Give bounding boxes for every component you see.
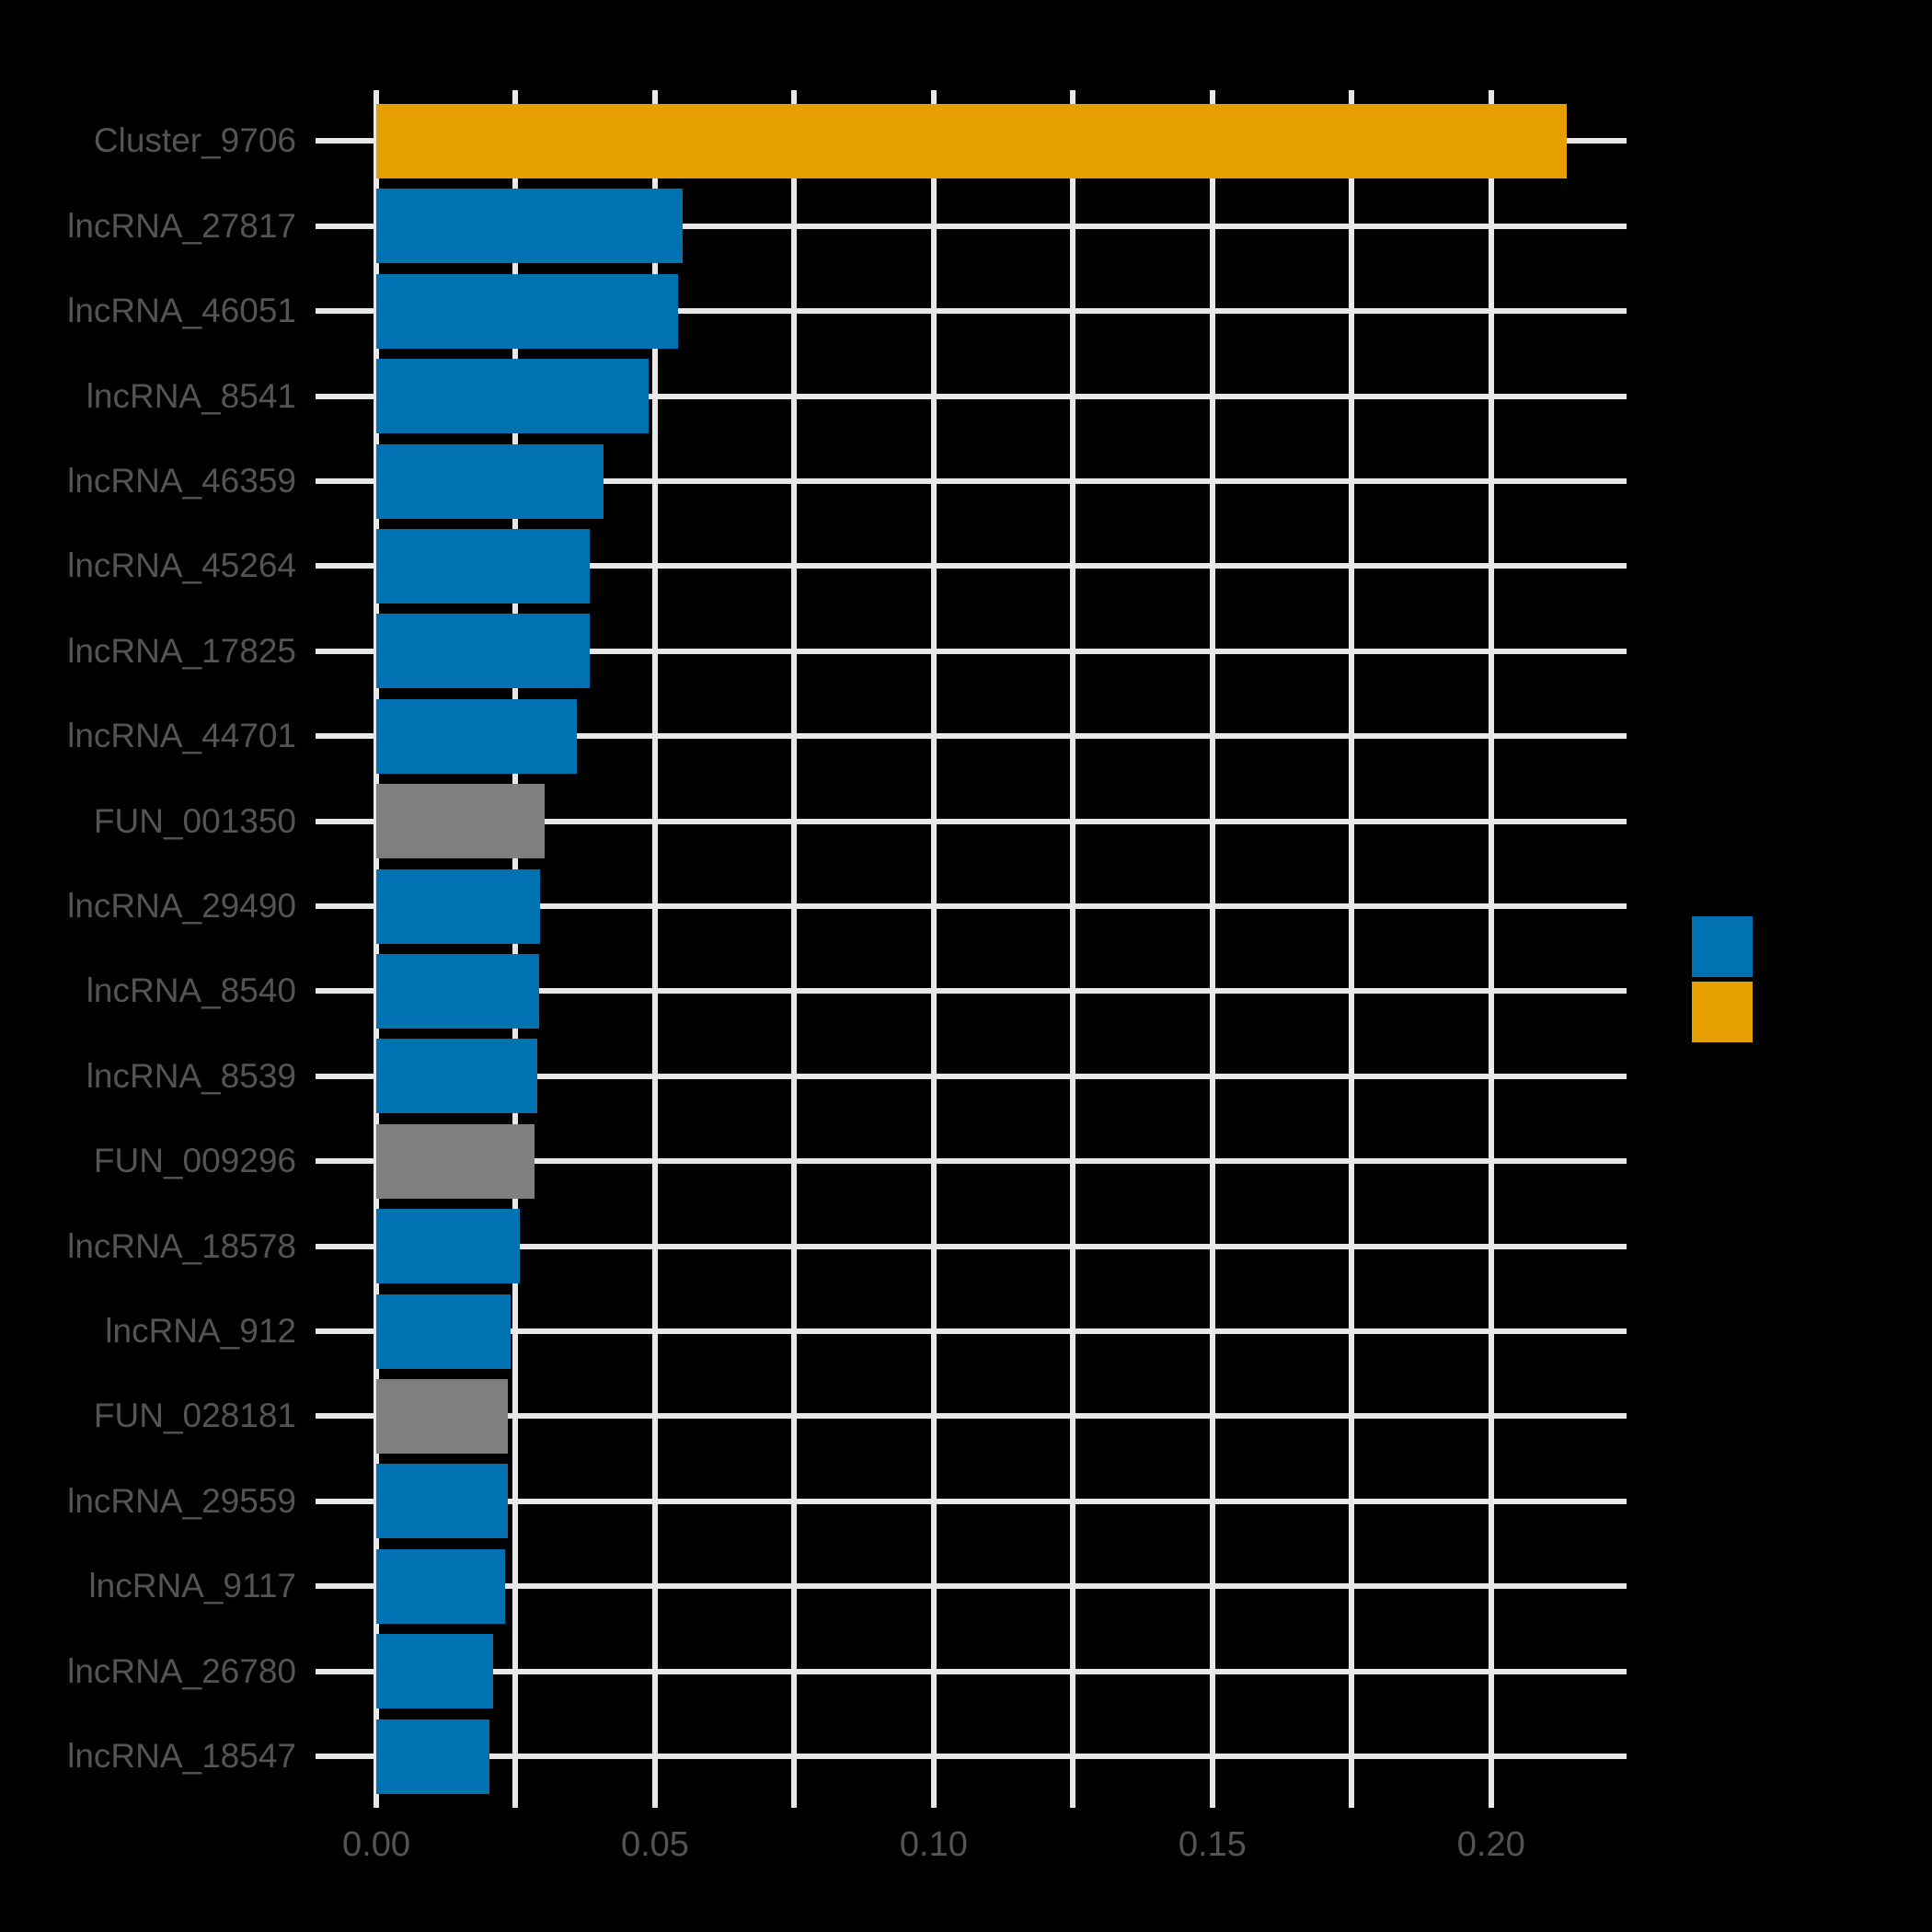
x-gridline: [1488, 90, 1494, 1808]
y-axis-label: lncRNA_46051: [67, 292, 296, 330]
y-gridline: [376, 818, 1627, 824]
bar-FUN_028181: [376, 1378, 508, 1454]
y-axis-tick: [316, 733, 376, 740]
x-gridline: [512, 90, 519, 1808]
y-axis-tick: [316, 1158, 376, 1165]
y-gridline: [376, 563, 1627, 569]
legend-swatch-lncRNA-series-swatch: [1692, 916, 1753, 977]
y-gridline: [376, 1243, 1627, 1249]
y-axis-label: lncRNA_8539: [86, 1056, 296, 1095]
bar-lncRNA_8539: [376, 1039, 538, 1114]
y-gridline: [376, 988, 1627, 995]
y-gridline: [376, 1668, 1627, 1674]
y-gridline: [376, 648, 1627, 654]
y-gridline: [376, 1754, 1627, 1759]
bar-lncRNA_8541: [376, 359, 649, 434]
y-axis-tick: [316, 903, 376, 909]
bar-lncRNA_27817: [376, 189, 684, 264]
y-gridline: [376, 478, 1627, 484]
y-axis-label: lncRNA_46359: [67, 462, 296, 500]
bar-Cluster_9706: [376, 103, 1567, 178]
y-axis-label: lncRNA_18547: [67, 1737, 296, 1775]
y-axis-tick: [316, 1328, 376, 1334]
y-gridline: [376, 1073, 1627, 1079]
y-axis-label: lncRNA_44701: [67, 717, 296, 755]
bar-lncRNA_912: [376, 1294, 512, 1369]
x-gridline: [1349, 90, 1355, 1808]
y-axis-tick: [316, 1413, 376, 1420]
x-gridline: [1209, 90, 1215, 1808]
y-axis-label: FUN_001350: [93, 801, 296, 840]
y-gridline: [376, 308, 1627, 315]
y-gridline: [376, 903, 1627, 909]
y-axis-label: lncRNA_18578: [67, 1226, 296, 1265]
y-axis-tick: [316, 478, 376, 484]
x-axis-label: 0.10: [899, 1825, 968, 1864]
bar-lncRNA_17825: [376, 614, 591, 689]
x-gridline: [1070, 90, 1076, 1808]
x-gridline: [930, 90, 937, 1808]
y-gridline: [376, 393, 1627, 399]
x-axis-label: 0.00: [342, 1825, 410, 1864]
y-axis-tick: [316, 988, 376, 995]
bar-lncRNA_8540: [376, 953, 539, 1029]
bar-lncRNA_18547: [376, 1719, 489, 1794]
y-axis-label: FUN_028181: [93, 1397, 296, 1435]
bar-lncRNA_46359: [376, 443, 604, 519]
y-gridline: [376, 1413, 1627, 1420]
bar-lncRNA_46051: [376, 273, 679, 349]
y-axis-label: lncRNA_29559: [67, 1481, 296, 1520]
y-axis-label: FUN_009296: [93, 1142, 296, 1180]
y-axis-label: lncRNA_26780: [67, 1651, 296, 1690]
y-axis-label: lncRNA_912: [105, 1312, 296, 1350]
x-axis-label: 0.05: [620, 1825, 689, 1864]
y-axis-label: lncRNA_29490: [67, 887, 296, 925]
y-gridline: [376, 1583, 1627, 1590]
plot-panel: [374, 90, 1627, 1808]
bar-FUN_001350: [376, 784, 545, 859]
y-axis-label: lncRNA_27817: [67, 206, 296, 245]
y-axis-label: lncRNA_17825: [67, 631, 296, 670]
bar-lncRNA_44701: [376, 698, 578, 774]
y-axis-tick: [316, 648, 376, 654]
y-axis-tick: [316, 1243, 376, 1249]
y-gridline: [376, 1328, 1627, 1334]
y-gridline: [376, 223, 1627, 229]
y-axis-tick: [316, 1754, 376, 1759]
bar-lncRNA_26780: [376, 1634, 493, 1709]
y-axis-tick: [316, 1668, 376, 1674]
y-axis-tick: [316, 393, 376, 399]
bar-FUN_009296: [376, 1123, 535, 1199]
x-gridline: [651, 90, 658, 1808]
y-axis-label: lncRNA_8540: [86, 972, 296, 1010]
bar-lncRNA_29559: [376, 1464, 508, 1539]
x-axis-label: 0.15: [1178, 1825, 1247, 1864]
bar-lncRNA_45264: [376, 528, 591, 604]
legend-swatch-cluster-series-swatch: [1692, 982, 1753, 1042]
x-axis-label: 0.20: [1456, 1825, 1525, 1864]
y-axis-label: lncRNA_45264: [67, 546, 296, 585]
y-gridline: [376, 1158, 1627, 1165]
y-gridline: [376, 1498, 1627, 1504]
y-axis-label: lncRNA_9117: [88, 1567, 296, 1605]
y-axis-tick: [316, 1073, 376, 1079]
y-axis-tick: [316, 1583, 376, 1590]
y-axis-tick: [316, 308, 376, 315]
bar-lncRNA_9117: [376, 1548, 505, 1624]
bar-lncRNA_29490: [376, 868, 541, 944]
y-axis-tick: [316, 818, 376, 824]
y-axis-tick: [316, 563, 376, 569]
y-axis-tick: [316, 223, 376, 229]
y-axis-label: Cluster_9706: [93, 121, 296, 160]
x-gridline: [791, 90, 798, 1808]
x-gridline: [374, 90, 379, 1808]
bar-lncRNA_18578: [376, 1209, 520, 1284]
y-gridline: [376, 733, 1627, 740]
y-axis-label: lncRNA_8541: [86, 376, 296, 415]
y-axis-tick: [316, 1498, 376, 1504]
y-axis-tick: [316, 138, 376, 144]
